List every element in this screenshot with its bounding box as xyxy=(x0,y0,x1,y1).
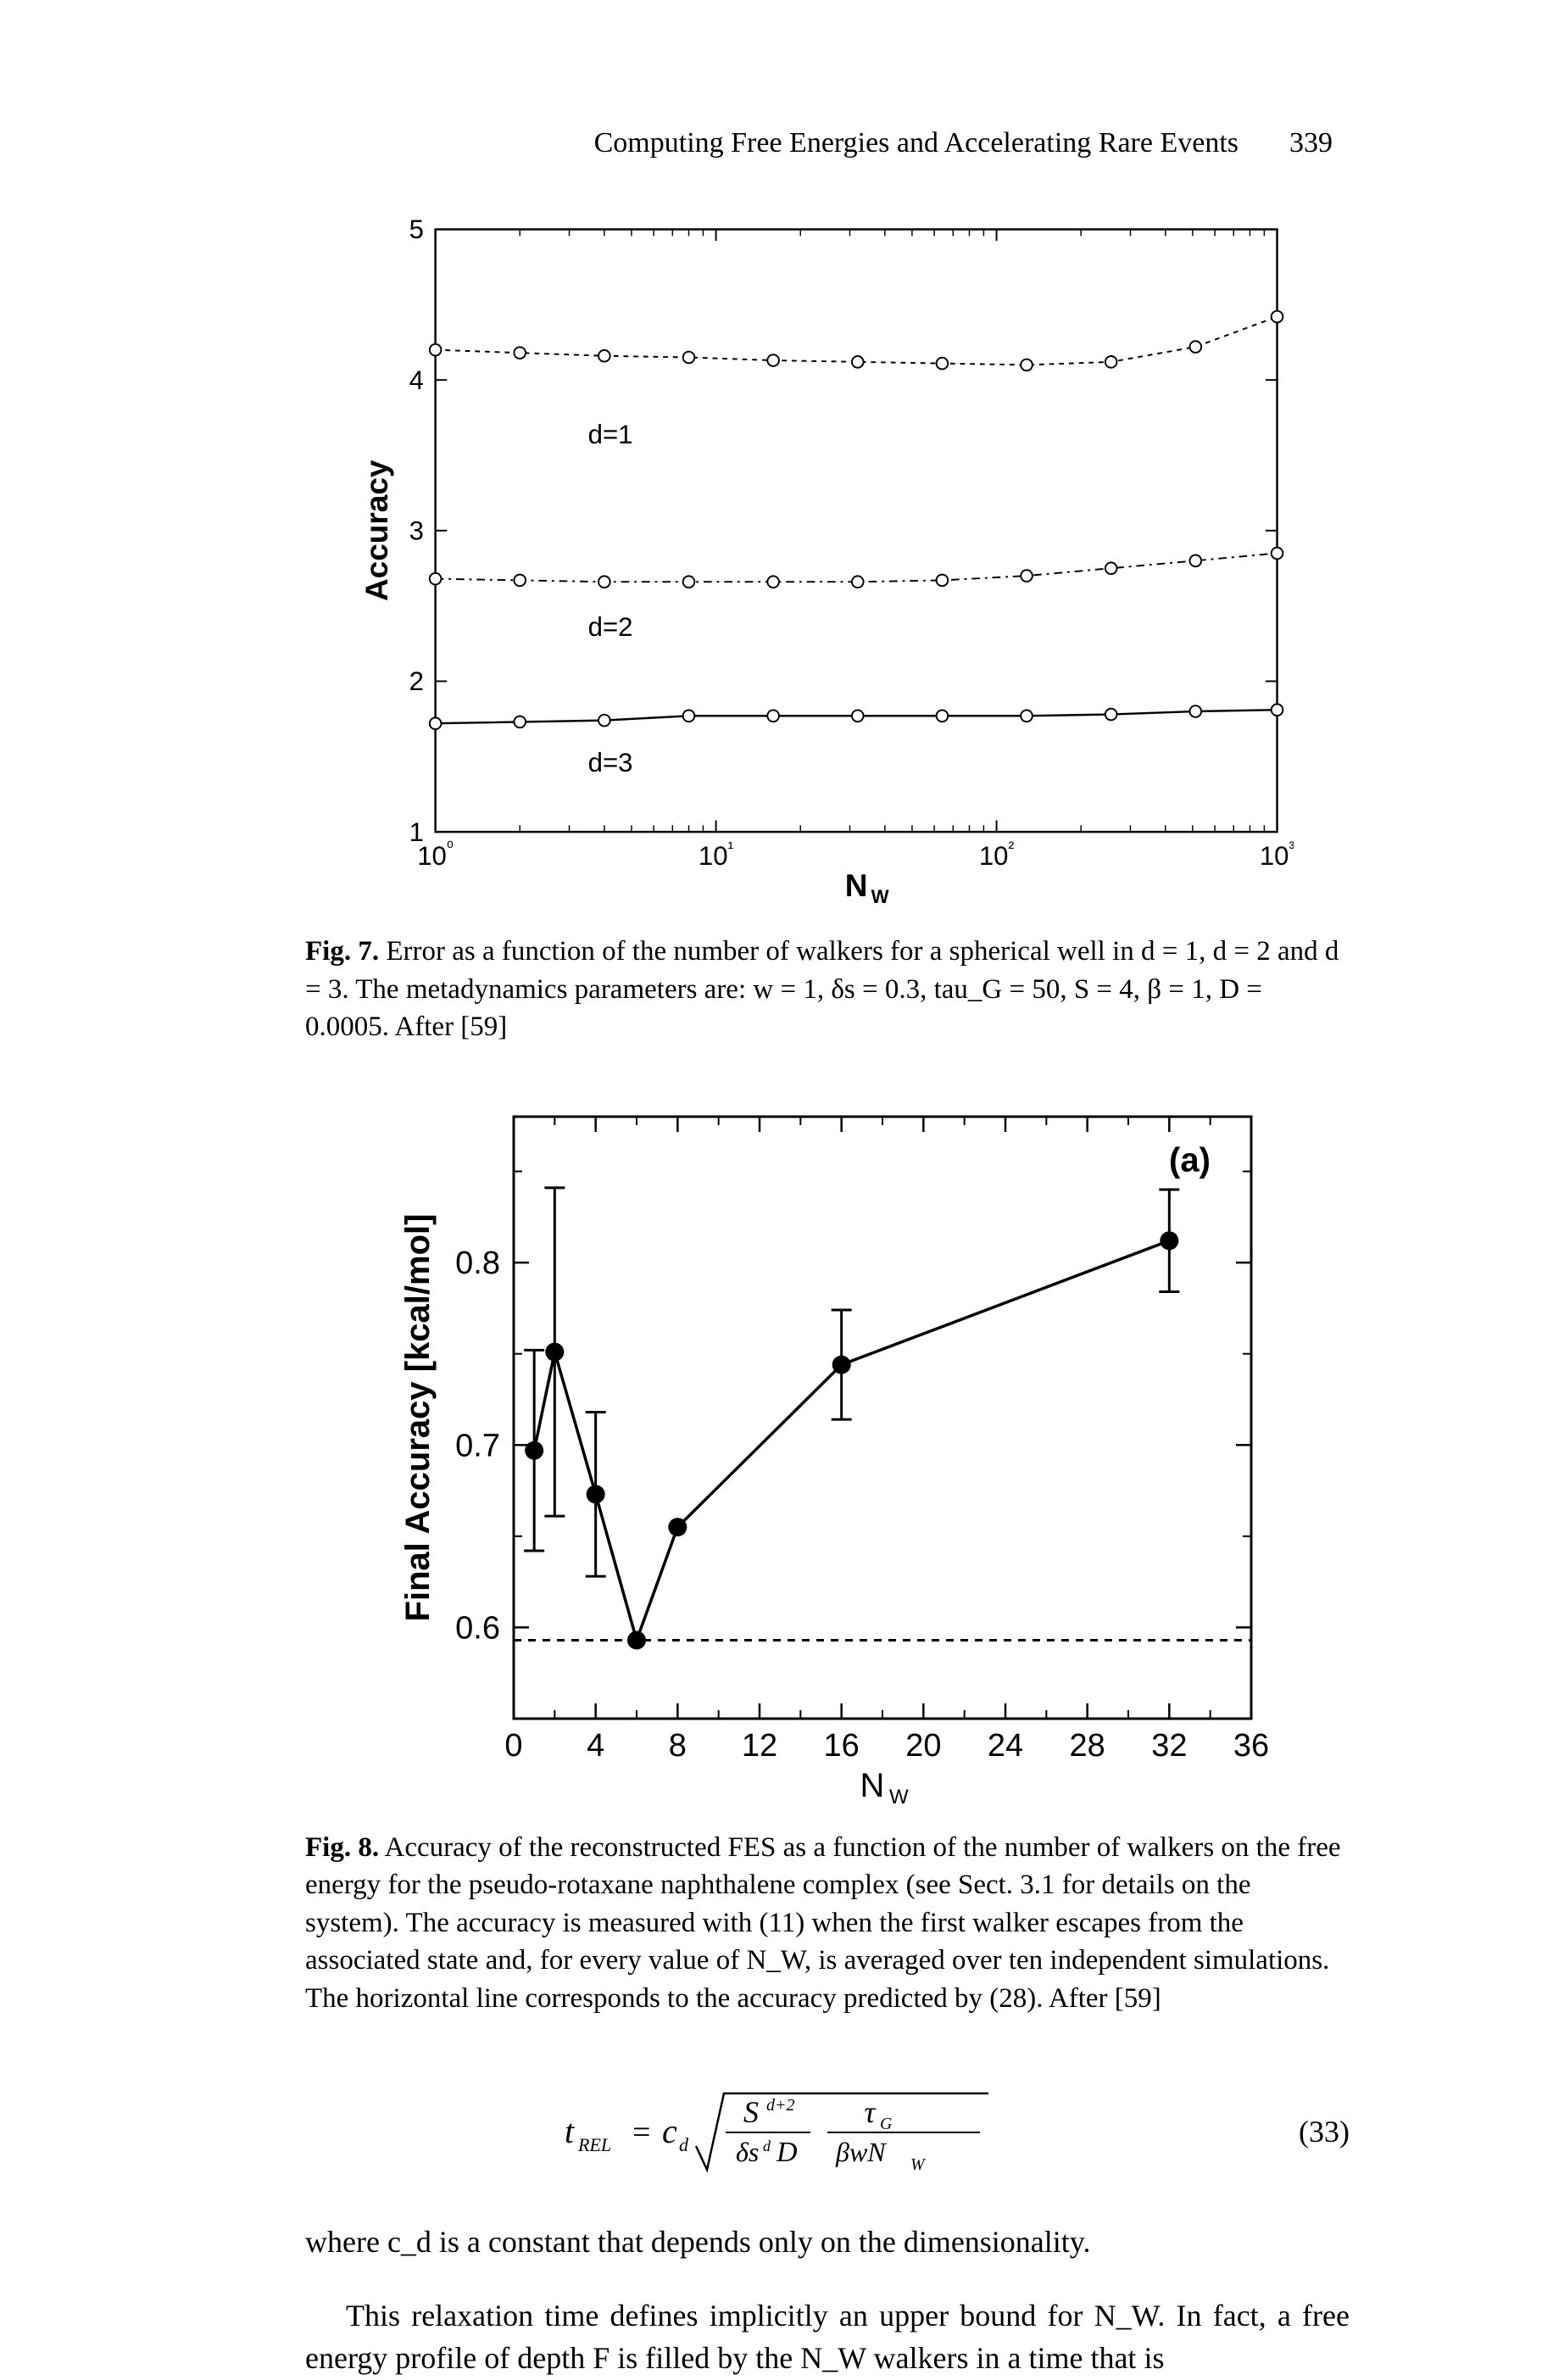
figure-8-label: Fig. 8. xyxy=(305,1832,379,1863)
svg-text:36: 36 xyxy=(1233,1728,1269,1764)
svg-text:32: 32 xyxy=(1151,1728,1187,1764)
page-number: 339 xyxy=(1289,127,1333,159)
svg-text:d+2: d+2 xyxy=(766,2096,795,2115)
svg-text:8: 8 xyxy=(669,1728,687,1764)
figure-7-chart: 10⁰10¹10²10³12345NWAccuracyd=1d=2d=3 xyxy=(361,203,1294,907)
svg-text:δs: δs xyxy=(736,2137,759,2167)
svg-text:Final Accuracy [kcal/mol]: Final Accuracy [kcal/mol] xyxy=(399,1213,437,1621)
svg-text:W: W xyxy=(871,886,889,907)
svg-text:1: 1 xyxy=(409,817,424,847)
svg-text:W: W xyxy=(910,2155,927,2174)
svg-text:24: 24 xyxy=(988,1728,1023,1764)
svg-text:βwN: βwN xyxy=(835,2137,887,2167)
equation-33-row: tREL=cdSd+2δsdDτGβwNW (33) xyxy=(305,2068,1350,2195)
svg-text:D: D xyxy=(776,2137,798,2168)
svg-text:REL: REL xyxy=(577,2134,611,2155)
figure-7-caption-text: Error as a function of the number of wal… xyxy=(305,936,1339,1042)
svg-text:d: d xyxy=(679,2134,689,2155)
svg-text:S: S xyxy=(743,2095,759,2129)
body-paragraph-2: This relaxation time defines implicitly … xyxy=(305,2294,1350,2380)
svg-text:12: 12 xyxy=(742,1728,777,1764)
svg-text:5: 5 xyxy=(409,215,424,244)
svg-text:3: 3 xyxy=(409,516,424,546)
svg-text:4: 4 xyxy=(587,1728,604,1764)
svg-text:16: 16 xyxy=(824,1728,860,1764)
running-title: Computing Free Energies and Accelerating… xyxy=(594,127,1239,159)
svg-text:W: W xyxy=(889,1786,909,1803)
svg-text:0: 0 xyxy=(504,1728,522,1764)
svg-text:d=2: d=2 xyxy=(588,612,633,642)
figure-7-label: Fig. 7. xyxy=(305,936,379,967)
figure-7-caption: Fig. 7. Error as a function of the numbe… xyxy=(305,933,1350,1046)
svg-text:=: = xyxy=(632,2115,650,2150)
equation-33-number: (33) xyxy=(1248,2114,1350,2149)
svg-text:d=1: d=1 xyxy=(588,420,633,449)
svg-text:0.7: 0.7 xyxy=(455,1428,500,1463)
svg-text:4: 4 xyxy=(409,365,424,395)
svg-text:τ: τ xyxy=(865,2095,877,2129)
svg-text:d: d xyxy=(763,2138,771,2154)
svg-text:d=3: d=3 xyxy=(588,748,633,778)
svg-text:c: c xyxy=(662,2112,677,2150)
figure-8-caption: Fig. 8. Accuracy of the reconstructed FE… xyxy=(305,1829,1350,2018)
svg-text:0.6: 0.6 xyxy=(455,1610,500,1646)
svg-text:N: N xyxy=(860,1767,885,1803)
svg-text:G: G xyxy=(880,2115,893,2133)
svg-text:t: t xyxy=(565,2112,575,2150)
svg-text:10³: 10³ xyxy=(1260,839,1294,871)
equation-33: tREL=cdSd+2δsdDτGβwNW xyxy=(556,2068,997,2195)
svg-text:Accuracy: Accuracy xyxy=(361,460,394,601)
body-paragraph-1: where c_d is a constant that depends onl… xyxy=(305,2221,1350,2263)
figure-8-chart: 0 4 8 12 16 20 24 28 32 36 0.6 0.7 0.8 NW Final Accura… xyxy=(378,1100,1277,1803)
running-head: 339 Computing Free Energies and Accelera… xyxy=(0,127,1553,159)
svg-text:10²: 10² xyxy=(979,839,1015,871)
svg-text:0.8: 0.8 xyxy=(455,1246,500,1281)
svg-text:(a): (a) xyxy=(1169,1141,1211,1179)
svg-text:20: 20 xyxy=(905,1728,941,1764)
svg-text:2: 2 xyxy=(409,666,424,696)
figure-8-caption-text: Accuracy of the reconstructed FES as a f… xyxy=(305,1832,1341,2014)
svg-text:28: 28 xyxy=(1070,1728,1105,1764)
svg-text:N: N xyxy=(845,868,868,903)
svg-text:10¹: 10¹ xyxy=(699,839,734,871)
